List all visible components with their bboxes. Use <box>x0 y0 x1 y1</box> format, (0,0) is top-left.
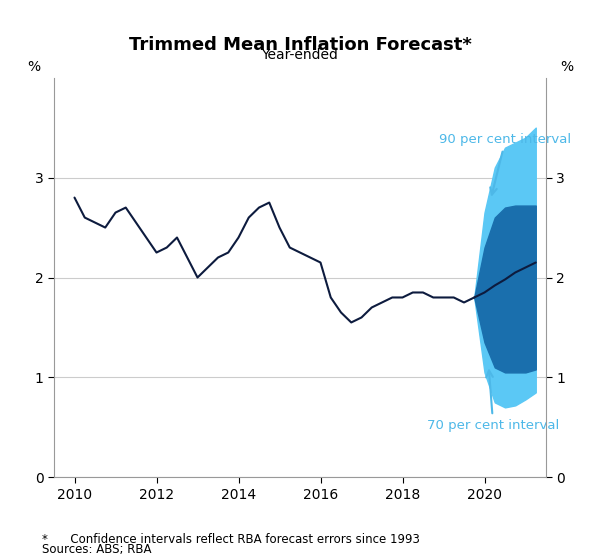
Text: %: % <box>27 60 40 74</box>
Text: Year-ended: Year-ended <box>262 48 338 62</box>
Text: 90 per cent interval: 90 per cent interval <box>439 133 572 195</box>
Title: Trimmed Mean Inflation Forecast*: Trimmed Mean Inflation Forecast* <box>128 36 472 54</box>
Text: *      Confidence intervals reflect RBA forecast errors since 1993: * Confidence intervals reflect RBA forec… <box>42 533 420 546</box>
Text: %: % <box>560 60 573 74</box>
Text: Sources: ABS; RBA: Sources: ABS; RBA <box>42 543 151 555</box>
Text: 70 per cent interval: 70 per cent interval <box>427 371 559 432</box>
